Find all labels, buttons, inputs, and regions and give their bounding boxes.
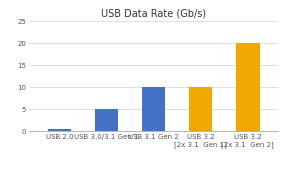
Title: USB Data Rate (Gb/s): USB Data Rate (Gb/s) <box>101 9 206 19</box>
Bar <box>95 109 118 131</box>
Bar <box>189 87 212 131</box>
Bar <box>48 129 71 131</box>
Bar <box>236 43 259 131</box>
Bar <box>142 87 165 131</box>
